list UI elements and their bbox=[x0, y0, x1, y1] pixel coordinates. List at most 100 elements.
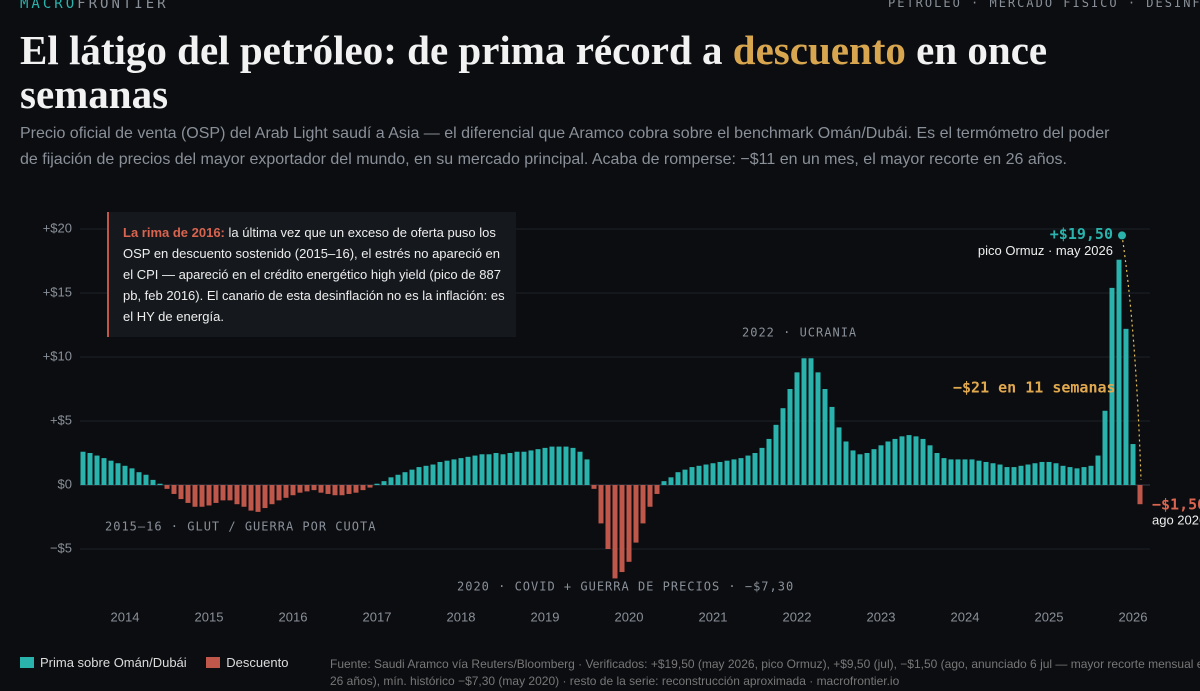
nav: PETRÓLEO · MERCADO FÍSICO · DESINF bbox=[888, 0, 1200, 10]
bar bbox=[577, 451, 583, 485]
brand-first: MACRO bbox=[20, 0, 78, 12]
x-tick-label: 2016 bbox=[279, 609, 308, 624]
bar bbox=[612, 485, 618, 579]
bar bbox=[1088, 465, 1094, 485]
bar bbox=[787, 389, 793, 485]
bar bbox=[353, 485, 359, 493]
bar bbox=[416, 467, 422, 485]
bar bbox=[276, 485, 282, 501]
bar bbox=[143, 474, 149, 485]
bar bbox=[626, 485, 632, 562]
bar bbox=[745, 455, 751, 485]
bar bbox=[94, 455, 100, 485]
x-tick-label: 2017 bbox=[363, 609, 392, 624]
bar bbox=[843, 441, 849, 485]
note-text: la última vez que un exceso de oferta pu… bbox=[123, 225, 505, 324]
x-tick-label: 2024 bbox=[951, 609, 980, 624]
bar bbox=[444, 460, 450, 485]
brand: MACROFRONTIER bbox=[20, 0, 169, 12]
x-tick-label: 2025 bbox=[1035, 609, 1064, 624]
bar bbox=[269, 485, 275, 505]
bar bbox=[584, 459, 590, 485]
bar bbox=[794, 372, 800, 485]
bar bbox=[934, 453, 940, 485]
bar bbox=[1102, 410, 1108, 485]
bar bbox=[1109, 287, 1115, 485]
y-tick-label: +$10 bbox=[43, 348, 72, 363]
bar bbox=[164, 485, 170, 489]
bar bbox=[150, 479, 156, 485]
bar bbox=[738, 458, 744, 485]
peak-label: +$19,50 bbox=[1050, 225, 1113, 243]
bar bbox=[1067, 467, 1073, 485]
bar bbox=[290, 485, 296, 496]
annotation: 2022 · UCRANIA bbox=[742, 326, 857, 340]
bar bbox=[549, 446, 555, 485]
bar bbox=[1123, 328, 1129, 485]
x-tick-label: 2026 bbox=[1119, 609, 1148, 624]
bar bbox=[479, 454, 485, 485]
bar bbox=[668, 477, 674, 485]
annotation-box: La rima de 2016: la última vez que un ex… bbox=[107, 212, 516, 337]
bar bbox=[1025, 464, 1031, 485]
bar bbox=[227, 485, 233, 501]
bar bbox=[1018, 465, 1024, 485]
bar bbox=[297, 485, 303, 493]
bar bbox=[759, 447, 765, 485]
bar bbox=[1130, 444, 1136, 485]
bar bbox=[591, 485, 597, 489]
bar bbox=[87, 453, 93, 485]
bar bbox=[892, 438, 898, 485]
bar bbox=[339, 485, 345, 496]
title-text: en once bbox=[905, 27, 1048, 73]
bar bbox=[717, 461, 723, 485]
y-tick-label: +$5 bbox=[50, 412, 72, 427]
bar bbox=[514, 451, 520, 485]
bar bbox=[962, 459, 968, 485]
bar bbox=[157, 483, 163, 485]
bar bbox=[619, 485, 625, 573]
bar bbox=[521, 451, 527, 485]
bar bbox=[1011, 467, 1017, 485]
bar bbox=[101, 458, 107, 485]
legend: Prima sobre Omán/Dubái Descuento bbox=[20, 655, 288, 670]
bar bbox=[710, 463, 716, 485]
x-tick-label: 2020 bbox=[615, 609, 644, 624]
title-highlight: descuento bbox=[732, 27, 906, 73]
bar bbox=[1032, 463, 1038, 485]
bar bbox=[1137, 485, 1143, 505]
bar bbox=[178, 485, 184, 500]
bar bbox=[1116, 259, 1122, 485]
bar bbox=[367, 485, 373, 488]
bar bbox=[906, 435, 912, 485]
bar bbox=[969, 459, 975, 485]
bar bbox=[129, 468, 135, 485]
bar bbox=[689, 467, 695, 485]
bar bbox=[409, 469, 415, 485]
bar bbox=[766, 438, 772, 485]
bar bbox=[815, 372, 821, 485]
bar bbox=[1060, 465, 1066, 485]
legend-swatch bbox=[206, 657, 221, 668]
bar bbox=[451, 459, 457, 485]
bar bbox=[941, 458, 947, 485]
x-tick-label: 2019 bbox=[531, 609, 560, 624]
y-tick-label: $0 bbox=[58, 476, 72, 491]
bar bbox=[1046, 461, 1052, 485]
bar bbox=[773, 424, 779, 485]
bar bbox=[458, 458, 464, 485]
bar bbox=[220, 485, 226, 501]
bar bbox=[990, 463, 996, 485]
bar bbox=[136, 472, 142, 485]
bar bbox=[80, 451, 86, 485]
bar bbox=[115, 463, 121, 485]
bar bbox=[199, 485, 205, 507]
last-label: −$1,50 bbox=[1152, 496, 1200, 514]
chart-title: El látigo del petróleo: de prima récord … bbox=[20, 28, 1047, 116]
brand-second: FRONTIER bbox=[77, 0, 169, 12]
bar bbox=[346, 485, 352, 494]
bar bbox=[871, 449, 877, 485]
bar bbox=[724, 460, 730, 485]
bar bbox=[955, 459, 961, 485]
